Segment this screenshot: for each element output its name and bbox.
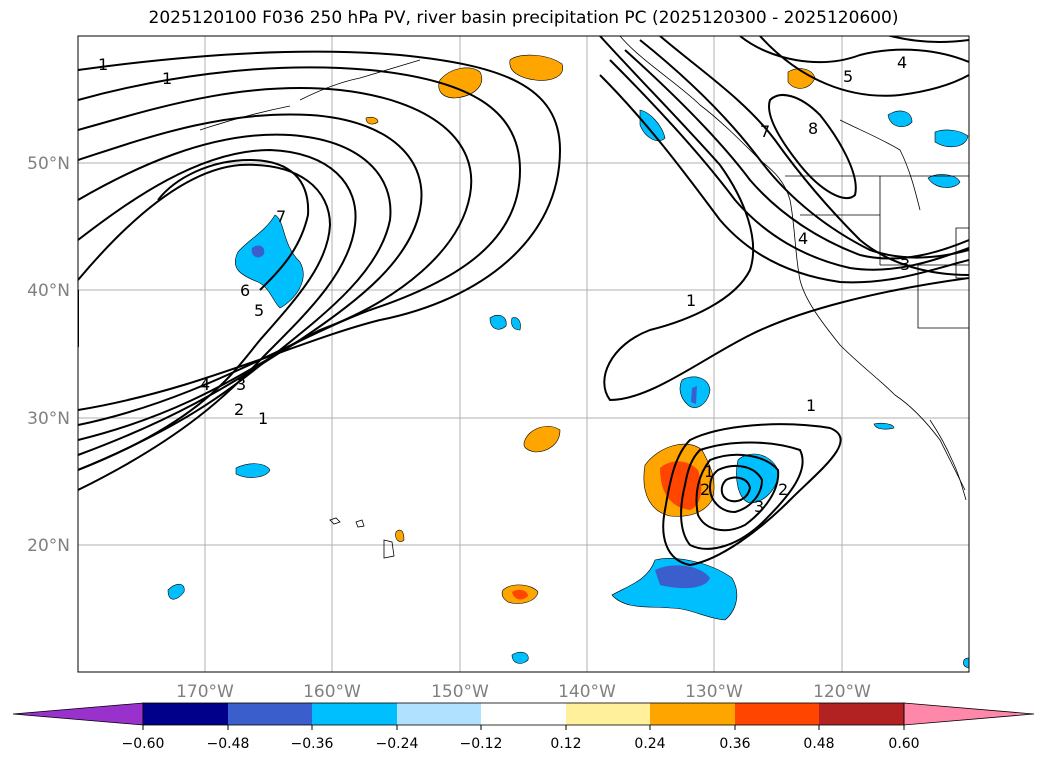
contour-label: 7 [276, 207, 286, 226]
colorbar: −0.60 −0.48 −0.36 −0.24 −0.12 0.12 0.24 … [12, 702, 1035, 752]
contour-label: 2 [234, 400, 244, 419]
contour-label: 3 [754, 497, 764, 516]
contour-label: 5 [843, 67, 853, 86]
colorbar-tick-label: −0.36 [291, 736, 334, 752]
contour-label: 2 [778, 480, 788, 499]
colorbar-swatch [650, 703, 735, 725]
colorbar-tick-label: −0.60 [122, 736, 165, 752]
colorbar-extend-low [12, 702, 144, 726]
contour-label: 1 [806, 396, 816, 415]
contour-label: 1 [98, 55, 108, 74]
colorbar-swatch [735, 703, 819, 725]
colorbar-tick-label: 0.24 [634, 736, 665, 752]
lat-label: 20°N [27, 536, 70, 556]
lon-label: 140°W [558, 682, 616, 702]
lat-label: 40°N [27, 281, 70, 301]
contour-label: 7 [760, 122, 770, 141]
pv-contours [78, 36, 969, 567]
colorbar-extend-high [903, 702, 1035, 726]
contour-labels: 1 1 7 6 5 4 3 2 1 1 1 8 7 5 4 4 3 1 2 3 … [98, 53, 910, 516]
colorbar-swatch [566, 703, 650, 725]
colorbar-swatch [228, 703, 312, 725]
contour-label: 5 [254, 301, 264, 320]
colorbar-swatch [397, 703, 481, 725]
colorbar-swatch [143, 703, 228, 725]
latitude-labels: 50°N 40°N 30°N 20°N [27, 154, 70, 556]
contour-label: 4 [798, 229, 808, 248]
contour-label: 6 [240, 281, 250, 300]
colorbar-frame [142, 702, 905, 726]
lat-label: 50°N [27, 154, 70, 174]
colorbar-tick-label: 0.12 [550, 736, 581, 752]
contour-label: 1 [258, 409, 268, 428]
lon-label: 150°W [431, 682, 489, 702]
contour-label: 1 [686, 291, 696, 310]
lon-label: 130°W [685, 682, 743, 702]
map-area: 1 1 7 6 5 4 3 2 1 1 1 8 7 5 4 4 3 1 2 3 … [78, 36, 969, 672]
colorbar-tick-label: −0.12 [460, 736, 503, 752]
colorbar-tick-label: 0.48 [803, 736, 834, 752]
lon-label: 120°W [813, 682, 871, 702]
lat-label: 30°N [27, 409, 70, 429]
contour-label: 4 [897, 53, 907, 72]
contour-label: 2 [700, 480, 710, 499]
colorbar-swatch [312, 703, 397, 725]
colorbar-tick-label: 0.36 [719, 736, 750, 752]
contour-label: 3 [900, 255, 910, 274]
contour-label: 1 [162, 69, 172, 88]
contour-label: 3 [236, 375, 246, 394]
contour-label: 8 [808, 119, 818, 138]
lon-label: 170°W [176, 682, 234, 702]
plot-title: 2025120100 F036 250 hPa PV, river basin … [148, 8, 899, 28]
colorbar-ticks [142, 725, 905, 730]
contour-label: 4 [200, 375, 210, 394]
longitude-labels: 170°W 160°W 150°W 140°W 130°W 120°W [176, 682, 871, 702]
contour-label: 1 [704, 462, 714, 481]
colorbar-swatch [819, 703, 904, 725]
precip-shading [167, 54, 969, 669]
colorbar-tick-label: −0.48 [207, 736, 250, 752]
colorbar-swatch [481, 703, 566, 725]
lon-label: 160°W [303, 682, 361, 702]
colorbar-tick-label: 0.60 [888, 736, 919, 752]
map-frame [77, 35, 970, 673]
colorbar-tick-label: −0.24 [376, 736, 419, 752]
